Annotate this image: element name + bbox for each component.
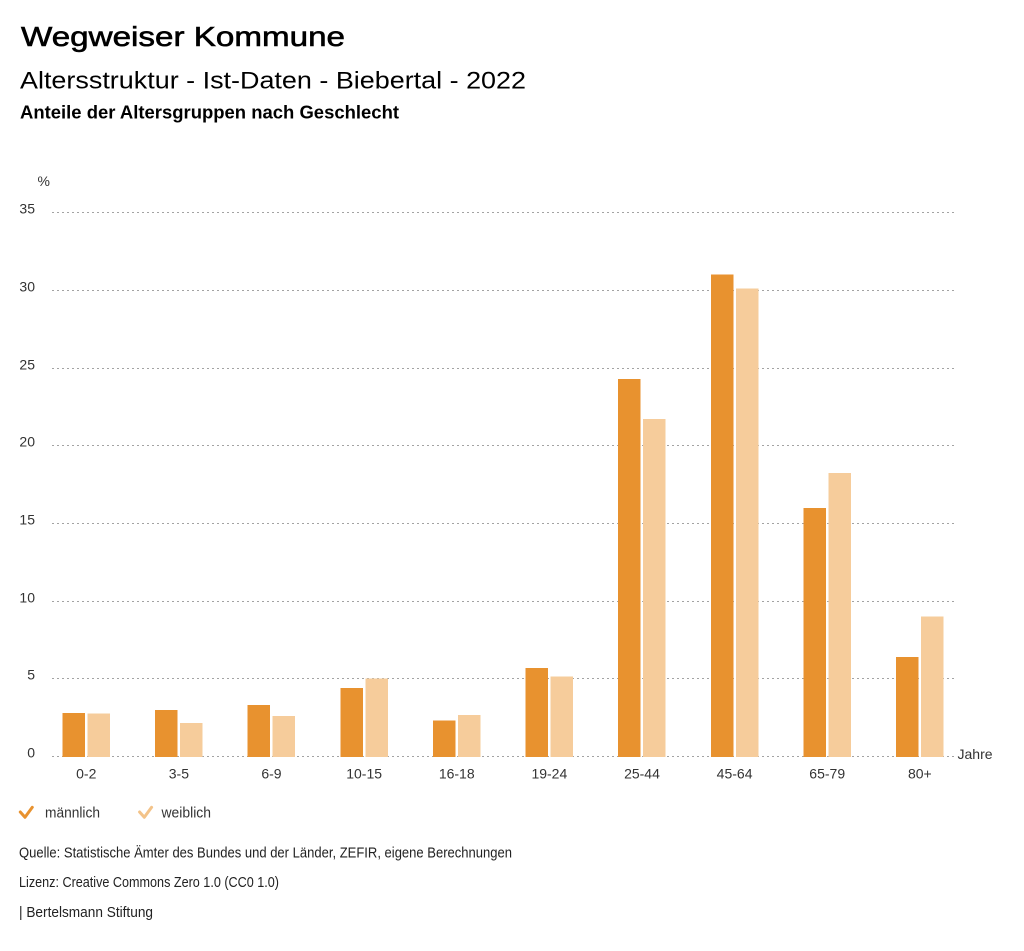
svg-text:65-79: 65-79: [809, 766, 845, 782]
svg-text:30: 30: [19, 279, 35, 295]
svg-text:männlich: männlich: [45, 805, 100, 822]
svg-text:25-44: 25-44: [624, 766, 660, 782]
svg-text:10: 10: [19, 590, 35, 606]
svg-text:0-2: 0-2: [76, 766, 96, 782]
svg-text:5: 5: [27, 667, 35, 683]
svg-text:16-18: 16-18: [439, 766, 475, 782]
svg-text:3-5: 3-5: [169, 766, 189, 782]
svg-text:19-24: 19-24: [531, 766, 567, 782]
svg-text:Jahre: Jahre: [958, 746, 993, 762]
svg-text:20: 20: [19, 434, 35, 450]
svg-text:weiblich: weiblich: [161, 805, 211, 822]
svg-text:Altersstruktur - Ist-Daten - B: Altersstruktur - Ist-Daten - Biebertal -…: [20, 68, 526, 95]
svg-text:35: 35: [19, 201, 35, 217]
svg-text:80+: 80+: [908, 766, 932, 782]
svg-text:Lizenz: Creative Commons Zero: Lizenz: Creative Commons Zero 1.0 (CC0 1…: [19, 874, 279, 891]
svg-text:6-9: 6-9: [261, 766, 281, 782]
svg-text:25: 25: [19, 357, 35, 373]
svg-text:Wegweiser Kommune: Wegweiser Kommune: [21, 21, 345, 52]
svg-text:| Bertelsmann Stiftung: | Bertelsmann Stiftung: [19, 904, 153, 921]
svg-text:Quelle: Statistische Ämter des: Quelle: Statistische Ämter des Bundes un…: [19, 844, 512, 861]
svg-text:10-15: 10-15: [346, 766, 382, 782]
svg-text:45-64: 45-64: [717, 766, 753, 782]
svg-text:%: %: [38, 173, 50, 189]
svg-text:0: 0: [27, 745, 35, 761]
svg-text:15: 15: [19, 512, 35, 528]
svg-text:Anteile der Altersgruppen nach: Anteile der Altersgruppen nach Geschlech…: [20, 103, 399, 123]
